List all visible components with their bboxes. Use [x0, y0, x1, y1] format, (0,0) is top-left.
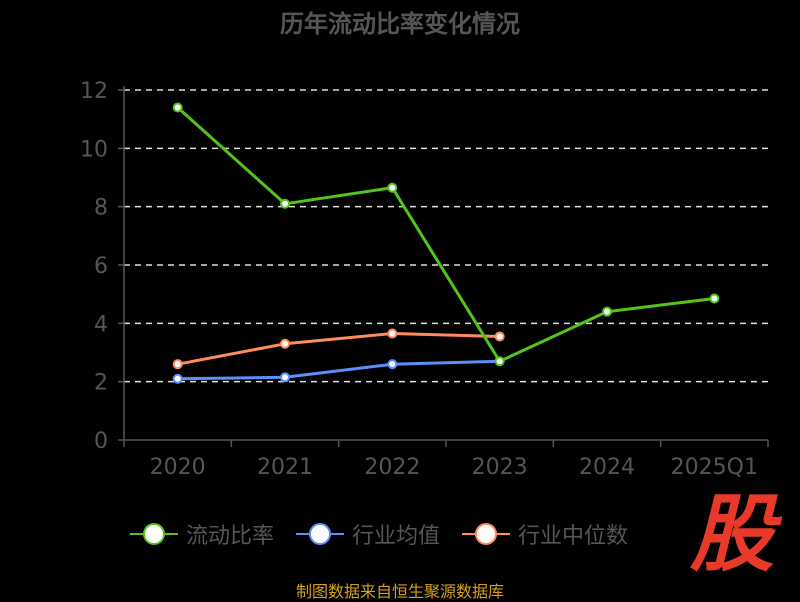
legend-item-current-ratio[interactable]: 流动比率 [130, 518, 274, 550]
legend-item-industry-mean[interactable]: 行业均值 [296, 518, 440, 550]
legend-swatch-icon [130, 522, 178, 546]
data-point [280, 338, 290, 349]
data-point [494, 331, 505, 342]
data-point [172, 102, 183, 113]
x-tick-label: 2020 [150, 455, 206, 480]
x-tick-label: 2022 [364, 455, 420, 480]
x-tick-label: 2021 [257, 455, 313, 480]
y-tick-label: 2 [94, 371, 108, 396]
x-tick-label: 2025Q1 [671, 455, 758, 480]
y-tick-label: 8 [94, 196, 108, 221]
x-tick-label: 2023 [472, 455, 528, 480]
legend-item-industry-median[interactable]: 行业中位数 [462, 518, 628, 550]
data-point [387, 182, 398, 193]
y-tick-label: 4 [94, 312, 108, 337]
y-tick-label: 12 [80, 79, 108, 104]
legend-label: 行业中位数 [518, 524, 629, 549]
series-lines [172, 102, 720, 384]
data-point [387, 359, 398, 370]
data-point [602, 306, 612, 317]
source-note: 制图数据来自恒生聚源数据库 [295, 582, 504, 601]
data-point [494, 356, 505, 367]
y-tick-label: 10 [80, 137, 108, 162]
legend: 流动比率 行业均值 行业中位数 [130, 518, 628, 550]
series-line [176, 106, 715, 363]
data-point [172, 359, 183, 370]
chart-title: 历年流动比率变化情况 [280, 10, 520, 38]
legend-label: 流动比率 [186, 524, 275, 549]
legend-swatch-icon [462, 522, 511, 546]
legend-swatch-icon [296, 522, 345, 546]
data-point [709, 293, 720, 304]
y-tick-label: 6 [94, 254, 108, 279]
y-tick-label: 0 [94, 429, 108, 454]
watermark-logo: 股 [690, 485, 775, 583]
grid-lines [124, 89, 768, 383]
data-point [280, 198, 290, 209]
data-point [387, 328, 398, 339]
series-line [177, 332, 500, 366]
axes: 0 2 4 6 8 10 12 2020 2021 2022 2023 2024 2025Q1 [80, 79, 769, 480]
legend-label: 行业均值 [352, 524, 441, 549]
series-line [177, 359, 500, 381]
data-point [172, 373, 183, 384]
x-tick-label: 2024 [579, 455, 635, 480]
data-point [280, 372, 290, 383]
